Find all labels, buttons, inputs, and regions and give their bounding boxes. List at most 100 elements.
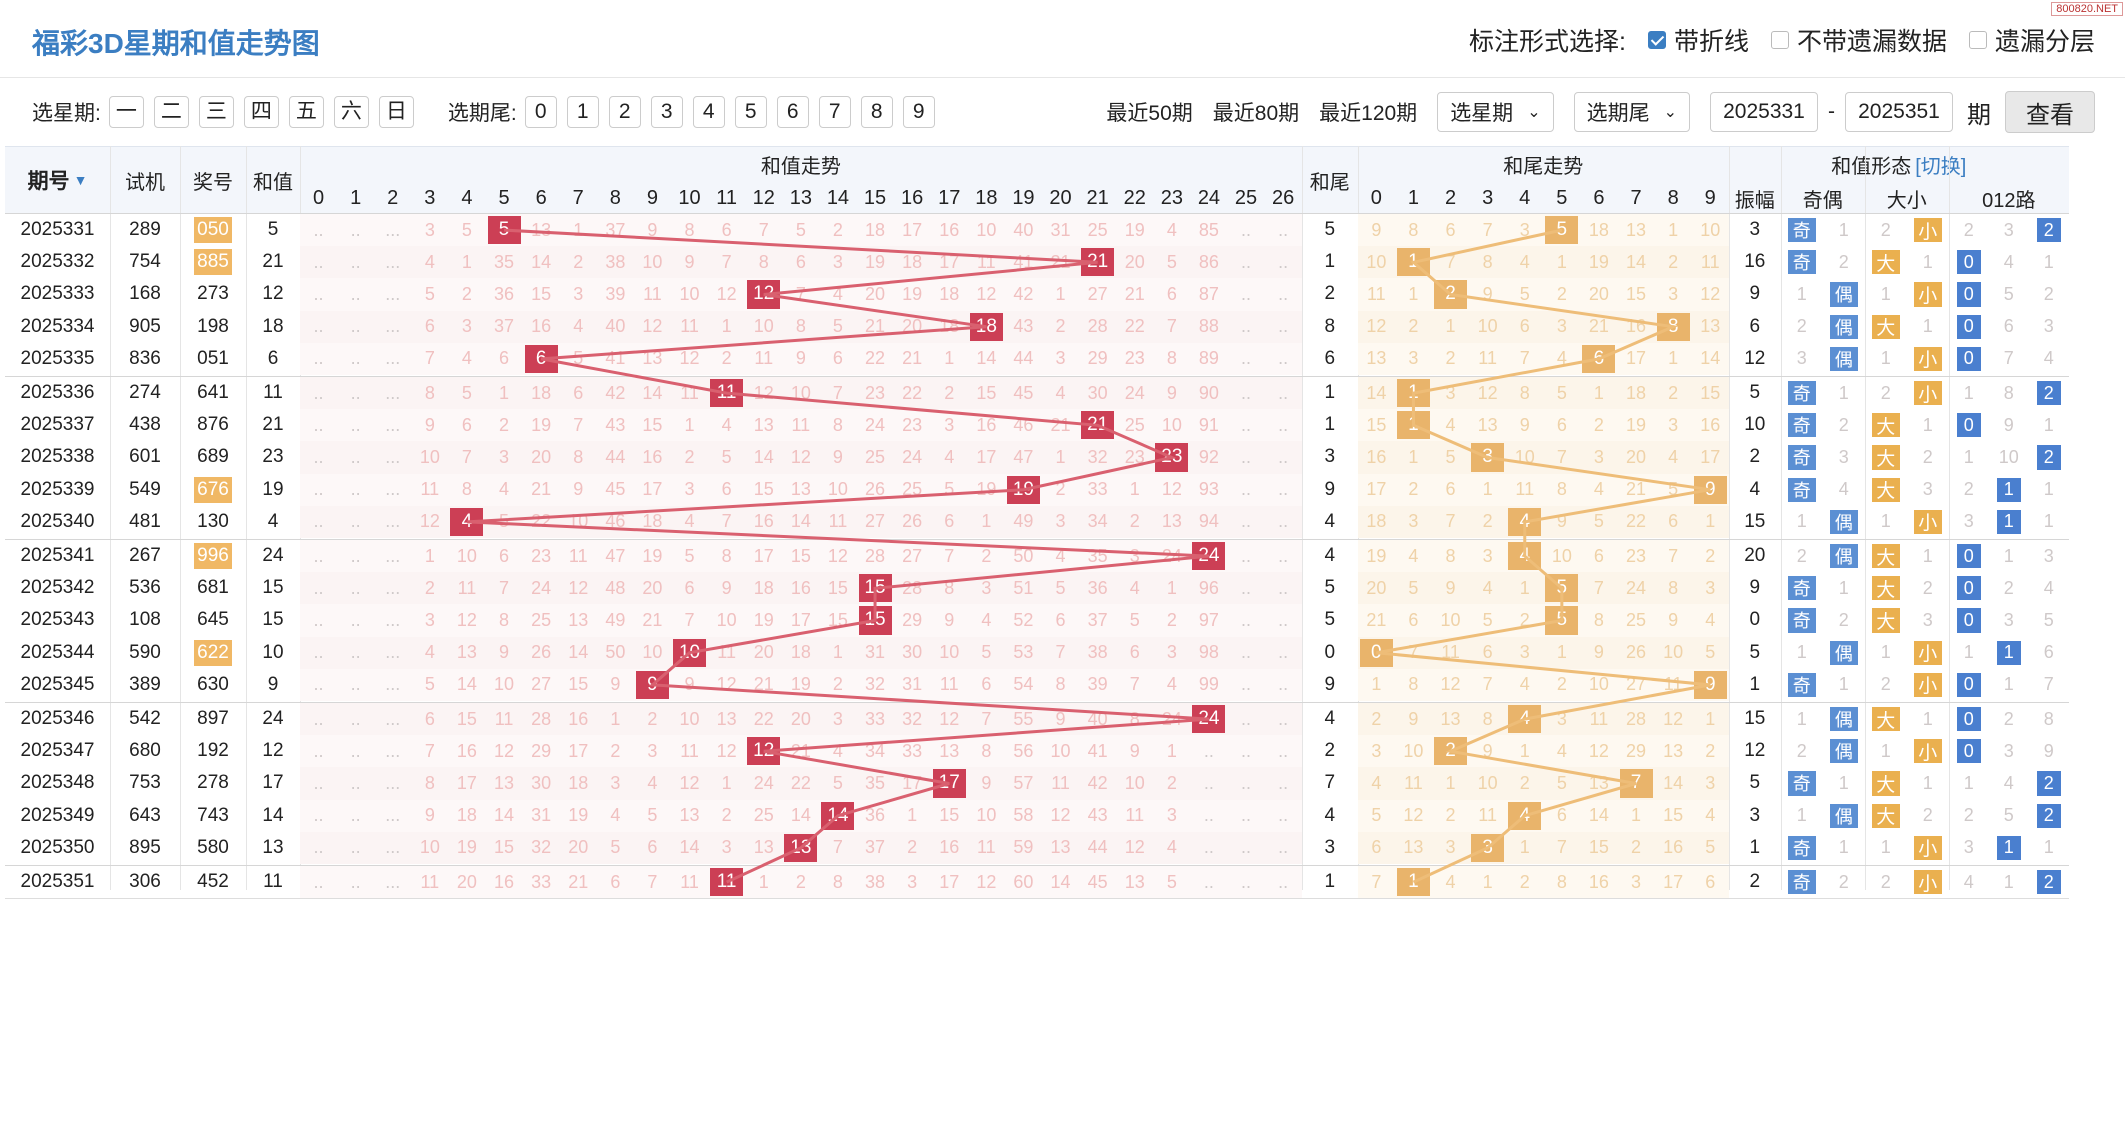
sum-omission: ..: [313, 316, 324, 337]
tail-omission: 21: [1588, 316, 1609, 337]
sum-omission: ...: [385, 545, 401, 566]
tail-button-5[interactable]: 5: [734, 96, 767, 128]
sum-omission: 16: [531, 316, 552, 337]
tail-button-2[interactable]: 2: [608, 96, 641, 128]
sum-omission: 21: [790, 740, 811, 761]
col-divider: [1728, 146, 1730, 891]
tail-cell: 1: [1324, 382, 1336, 404]
tail-omission: 9: [1371, 219, 1382, 240]
tail-omission: 2: [1556, 283, 1567, 304]
tail-button-4[interactable]: 4: [692, 96, 725, 128]
sum-omission: 9: [424, 414, 435, 435]
weekday-button-6[interactable]: 六: [333, 96, 369, 128]
issue-header[interactable]: 期号 ▼: [27, 170, 88, 193]
recent-80-link[interactable]: 最近80期: [1212, 102, 1300, 125]
sum-omission: 12: [1124, 837, 1145, 858]
sum-omission: 20: [790, 708, 811, 729]
sum-col-7: 7: [572, 186, 584, 209]
sum-omission: 22: [902, 382, 923, 403]
sum-omission: ..: [1241, 609, 1252, 630]
sum-omission: ..: [1241, 577, 1252, 598]
sum-col-18: 18: [975, 186, 998, 209]
r012-omission: 4: [2003, 772, 2014, 793]
sum-omission: ...: [385, 674, 401, 695]
no-omission-label[interactable]: 不带遗漏数据: [1796, 28, 1947, 56]
sum-omission: 9: [981, 772, 992, 793]
sum-omission: 12: [827, 545, 848, 566]
sum-omission: 59: [1013, 837, 1034, 858]
tail-button-0[interactable]: 0: [524, 96, 557, 128]
sum-omission: 16: [976, 414, 997, 435]
r012-mark: 0: [1956, 707, 1981, 732]
tail-omission: 13: [1588, 772, 1609, 793]
weekday-button-2[interactable]: 二: [153, 96, 189, 128]
sum-omission: ..: [313, 348, 324, 369]
with-line-label[interactable]: 带折线: [1673, 28, 1749, 56]
tail-omission: 5: [1556, 382, 1567, 403]
sum-omission: 5: [499, 511, 510, 532]
sum-omission: 85: [1198, 219, 1219, 240]
sum-omission: ..: [1278, 837, 1289, 858]
weekday-button-5[interactable]: 五: [288, 96, 324, 128]
tail-button-8[interactable]: 8: [860, 96, 893, 128]
prize-cell: 681: [197, 577, 229, 599]
bs-omission: 1: [1922, 772, 1933, 793]
query-button[interactable]: 查看: [2005, 91, 2095, 133]
weekday-button-4[interactable]: 四: [243, 96, 279, 128]
prize-cell-highlight: 622: [194, 639, 232, 666]
sum-omission: 6: [981, 674, 992, 695]
tail-button-1[interactable]: 1: [566, 96, 599, 128]
weekday-button-7[interactable]: 日: [378, 96, 414, 128]
to-issue-input[interactable]: 2025351: [1845, 92, 1953, 132]
weekday-label: 选星期:: [32, 102, 101, 125]
trial-cell: 836: [129, 347, 161, 369]
bs-omission: 2: [1880, 674, 1891, 695]
tail-button-7[interactable]: 7: [818, 96, 851, 128]
r012-mark: 2: [2036, 381, 2061, 406]
tail-omission: 16: [1663, 837, 1684, 858]
sum-omission: 16: [790, 577, 811, 598]
sum-omission: 19: [865, 251, 886, 272]
tail-button-6[interactable]: 6: [776, 96, 809, 128]
sum-omission: ..: [313, 805, 324, 826]
weekday-button-1[interactable]: 一: [108, 96, 144, 128]
sum-omission: 5: [981, 642, 992, 663]
sum-omission: 19: [976, 479, 997, 500]
no-omission-checkbox[interactable]: [1770, 31, 1789, 49]
trial-cell: 481: [129, 510, 161, 532]
tail-button-9[interactable]: 9: [902, 96, 935, 128]
tail-select[interactable]: 选期尾 ⌄: [1573, 92, 1690, 132]
table-bottom: [5, 898, 2069, 900]
tail-omission: 3: [1371, 740, 1382, 761]
sum-omission: 31: [865, 642, 886, 663]
recent-50-link[interactable]: 最近50期: [1106, 102, 1193, 125]
from-issue-input[interactable]: 2025331: [1710, 92, 1818, 132]
tail-omission: 8: [1593, 609, 1604, 630]
with-line-checkbox[interactable]: [1647, 31, 1666, 49]
sum-omission: 15: [753, 479, 774, 500]
sum-omission: 19: [568, 805, 589, 826]
tail-omission: 6: [1482, 642, 1493, 663]
r012-omission: 5: [2003, 805, 2014, 826]
sum-omission: 6: [647, 837, 658, 858]
tail-button-3[interactable]: 3: [650, 96, 683, 128]
sum-omission: 6: [499, 348, 510, 369]
oe-mark: 奇: [1787, 381, 1816, 406]
tail-omission: 11: [1700, 251, 1720, 272]
sum-omission: ..: [1278, 219, 1289, 240]
r012-omission: 10: [1998, 446, 2019, 467]
omission-layer-label[interactable]: 遗漏分层: [1994, 28, 2095, 56]
tail-omission: 13: [1366, 348, 1387, 369]
tail-omission: 10: [1440, 609, 1461, 630]
recent-120-link[interactable]: 最近120期: [1319, 102, 1418, 125]
weekday-select[interactable]: 选星期 ⌄: [1437, 92, 1554, 132]
sum-omission: ..: [313, 219, 324, 240]
sum-omission: 2: [1055, 316, 1066, 337]
sum-omission: ...: [385, 479, 401, 500]
sum-omission: 3: [721, 837, 732, 858]
oe-omission: 1: [1838, 674, 1849, 695]
sum-omission: 3: [684, 479, 695, 500]
weekday-button-3[interactable]: 三: [198, 96, 234, 128]
omission-layer-checkbox[interactable]: [1968, 31, 1987, 49]
sum-omission: ..: [350, 446, 361, 467]
